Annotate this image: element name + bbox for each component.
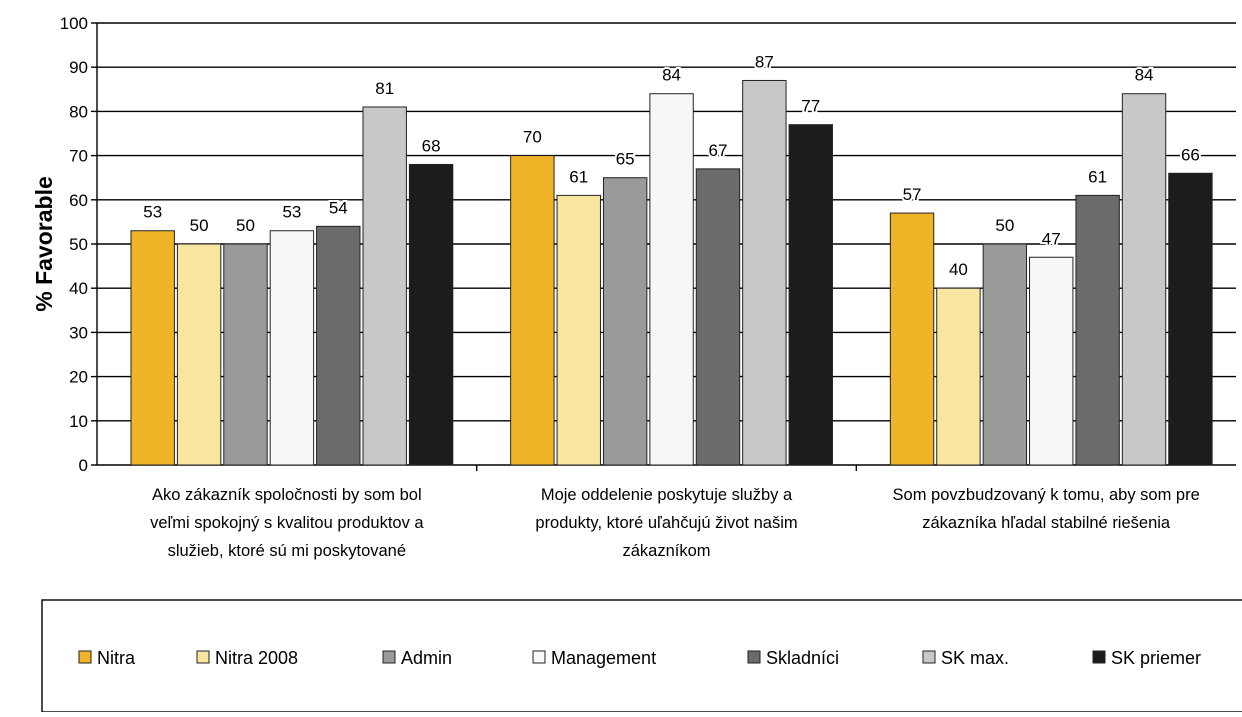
data-label: 53 <box>143 203 162 222</box>
category-label: veľmi spokojný s kvalitou produktov a <box>150 514 424 532</box>
category-label: Som povzbudzovaný k tomu, aby som pre <box>893 486 1200 504</box>
legend-item: SK max. <box>922 648 1009 668</box>
data-label: 65 <box>616 150 635 169</box>
y-tick-label: 40 <box>69 279 88 298</box>
bar <box>742 79 787 466</box>
legend-item: Admin <box>382 648 452 668</box>
bar <box>695 168 741 466</box>
bar <box>1168 172 1213 466</box>
legend-label: SK max. <box>941 648 1009 668</box>
legend-label: Skladníci <box>766 648 839 668</box>
bar <box>408 163 454 466</box>
data-label: 77 <box>801 97 820 116</box>
category-label: zákazníkom <box>622 542 710 560</box>
data-label: 70 <box>523 128 542 147</box>
category-label: Ako zákazník spoločnosti by som bol <box>152 486 422 504</box>
data-label: 50 <box>236 216 255 235</box>
data-label: 87 <box>755 52 774 71</box>
category-label: zákazníka hľadal stabilné riešenia <box>922 514 1171 532</box>
data-label: 61 <box>1088 167 1107 186</box>
y-tick-label: 80 <box>69 102 88 121</box>
data-label: 40 <box>949 260 968 279</box>
legend-swatch <box>747 650 761 664</box>
legend-label: Management <box>551 648 656 668</box>
bar <box>889 212 935 466</box>
category-label: produkty, ktoré uľahčujú život našim <box>535 514 797 532</box>
legend-swatch <box>382 650 396 664</box>
y-tick-label: 70 <box>69 147 88 166</box>
legend-label: Nitra <box>97 648 136 668</box>
data-label: 84 <box>1135 66 1154 85</box>
y-tick-label: 90 <box>69 58 88 77</box>
data-label: 81 <box>375 79 394 98</box>
legend-item: Nitra <box>78 648 136 668</box>
y-tick-label: 30 <box>69 323 88 342</box>
bar <box>982 243 1028 466</box>
y-tick-label: 0 <box>79 456 88 475</box>
data-label: 66 <box>1181 145 1200 164</box>
y-tick-label: 50 <box>69 235 88 254</box>
legend-label: Nitra 2008 <box>215 648 298 668</box>
legend-label: Admin <box>401 648 452 668</box>
bar <box>1075 194 1120 466</box>
y-tick-label: 20 <box>69 368 88 387</box>
y-tick-label: 100 <box>60 14 88 33</box>
data-label: 47 <box>1042 229 1061 248</box>
legend-item: SK priemer <box>1092 648 1201 668</box>
legend-swatch <box>78 650 92 664</box>
category-label: Moje oddelenie poskytuje služby a <box>541 486 793 504</box>
data-label: 54 <box>329 198 348 217</box>
legend-item: Management <box>532 648 656 668</box>
data-label: 50 <box>190 216 209 235</box>
bar <box>788 124 833 466</box>
y-tick-label: 10 <box>69 412 88 431</box>
bar <box>936 287 981 466</box>
bar <box>269 230 315 466</box>
bar <box>510 155 555 466</box>
data-label: 53 <box>282 203 301 222</box>
legend-item: Skladníci <box>747 648 839 668</box>
bar <box>556 194 601 466</box>
legend: Nitra Nitra 2008 Admin Management Skladníci S… <box>41 599 1242 713</box>
legend-swatch <box>532 650 546 664</box>
data-label: 67 <box>709 141 728 160</box>
bar <box>649 93 694 466</box>
bar <box>176 243 222 466</box>
y-axis-title: % Favorable <box>31 176 57 312</box>
bar <box>130 230 175 466</box>
bar <box>1121 93 1167 466</box>
legend-swatch <box>1092 650 1106 664</box>
data-label: 68 <box>422 136 441 155</box>
bar <box>362 106 407 466</box>
legend-item: Nitra 2008 <box>196 648 298 668</box>
bar <box>316 225 361 466</box>
bar <box>1029 256 1074 466</box>
data-label: 57 <box>903 185 922 204</box>
legend-swatch <box>922 650 936 664</box>
y-tick-label: 60 <box>69 191 88 210</box>
data-label: 50 <box>995 216 1014 235</box>
data-label: 61 <box>569 167 588 186</box>
legend-swatch <box>196 650 210 664</box>
bar <box>602 177 648 466</box>
category-label: služieb, ktoré sú mi poskytované <box>168 542 406 560</box>
legend-label: SK priemer <box>1111 648 1201 668</box>
bar <box>223 243 268 466</box>
data-label: 84 <box>662 66 681 85</box>
